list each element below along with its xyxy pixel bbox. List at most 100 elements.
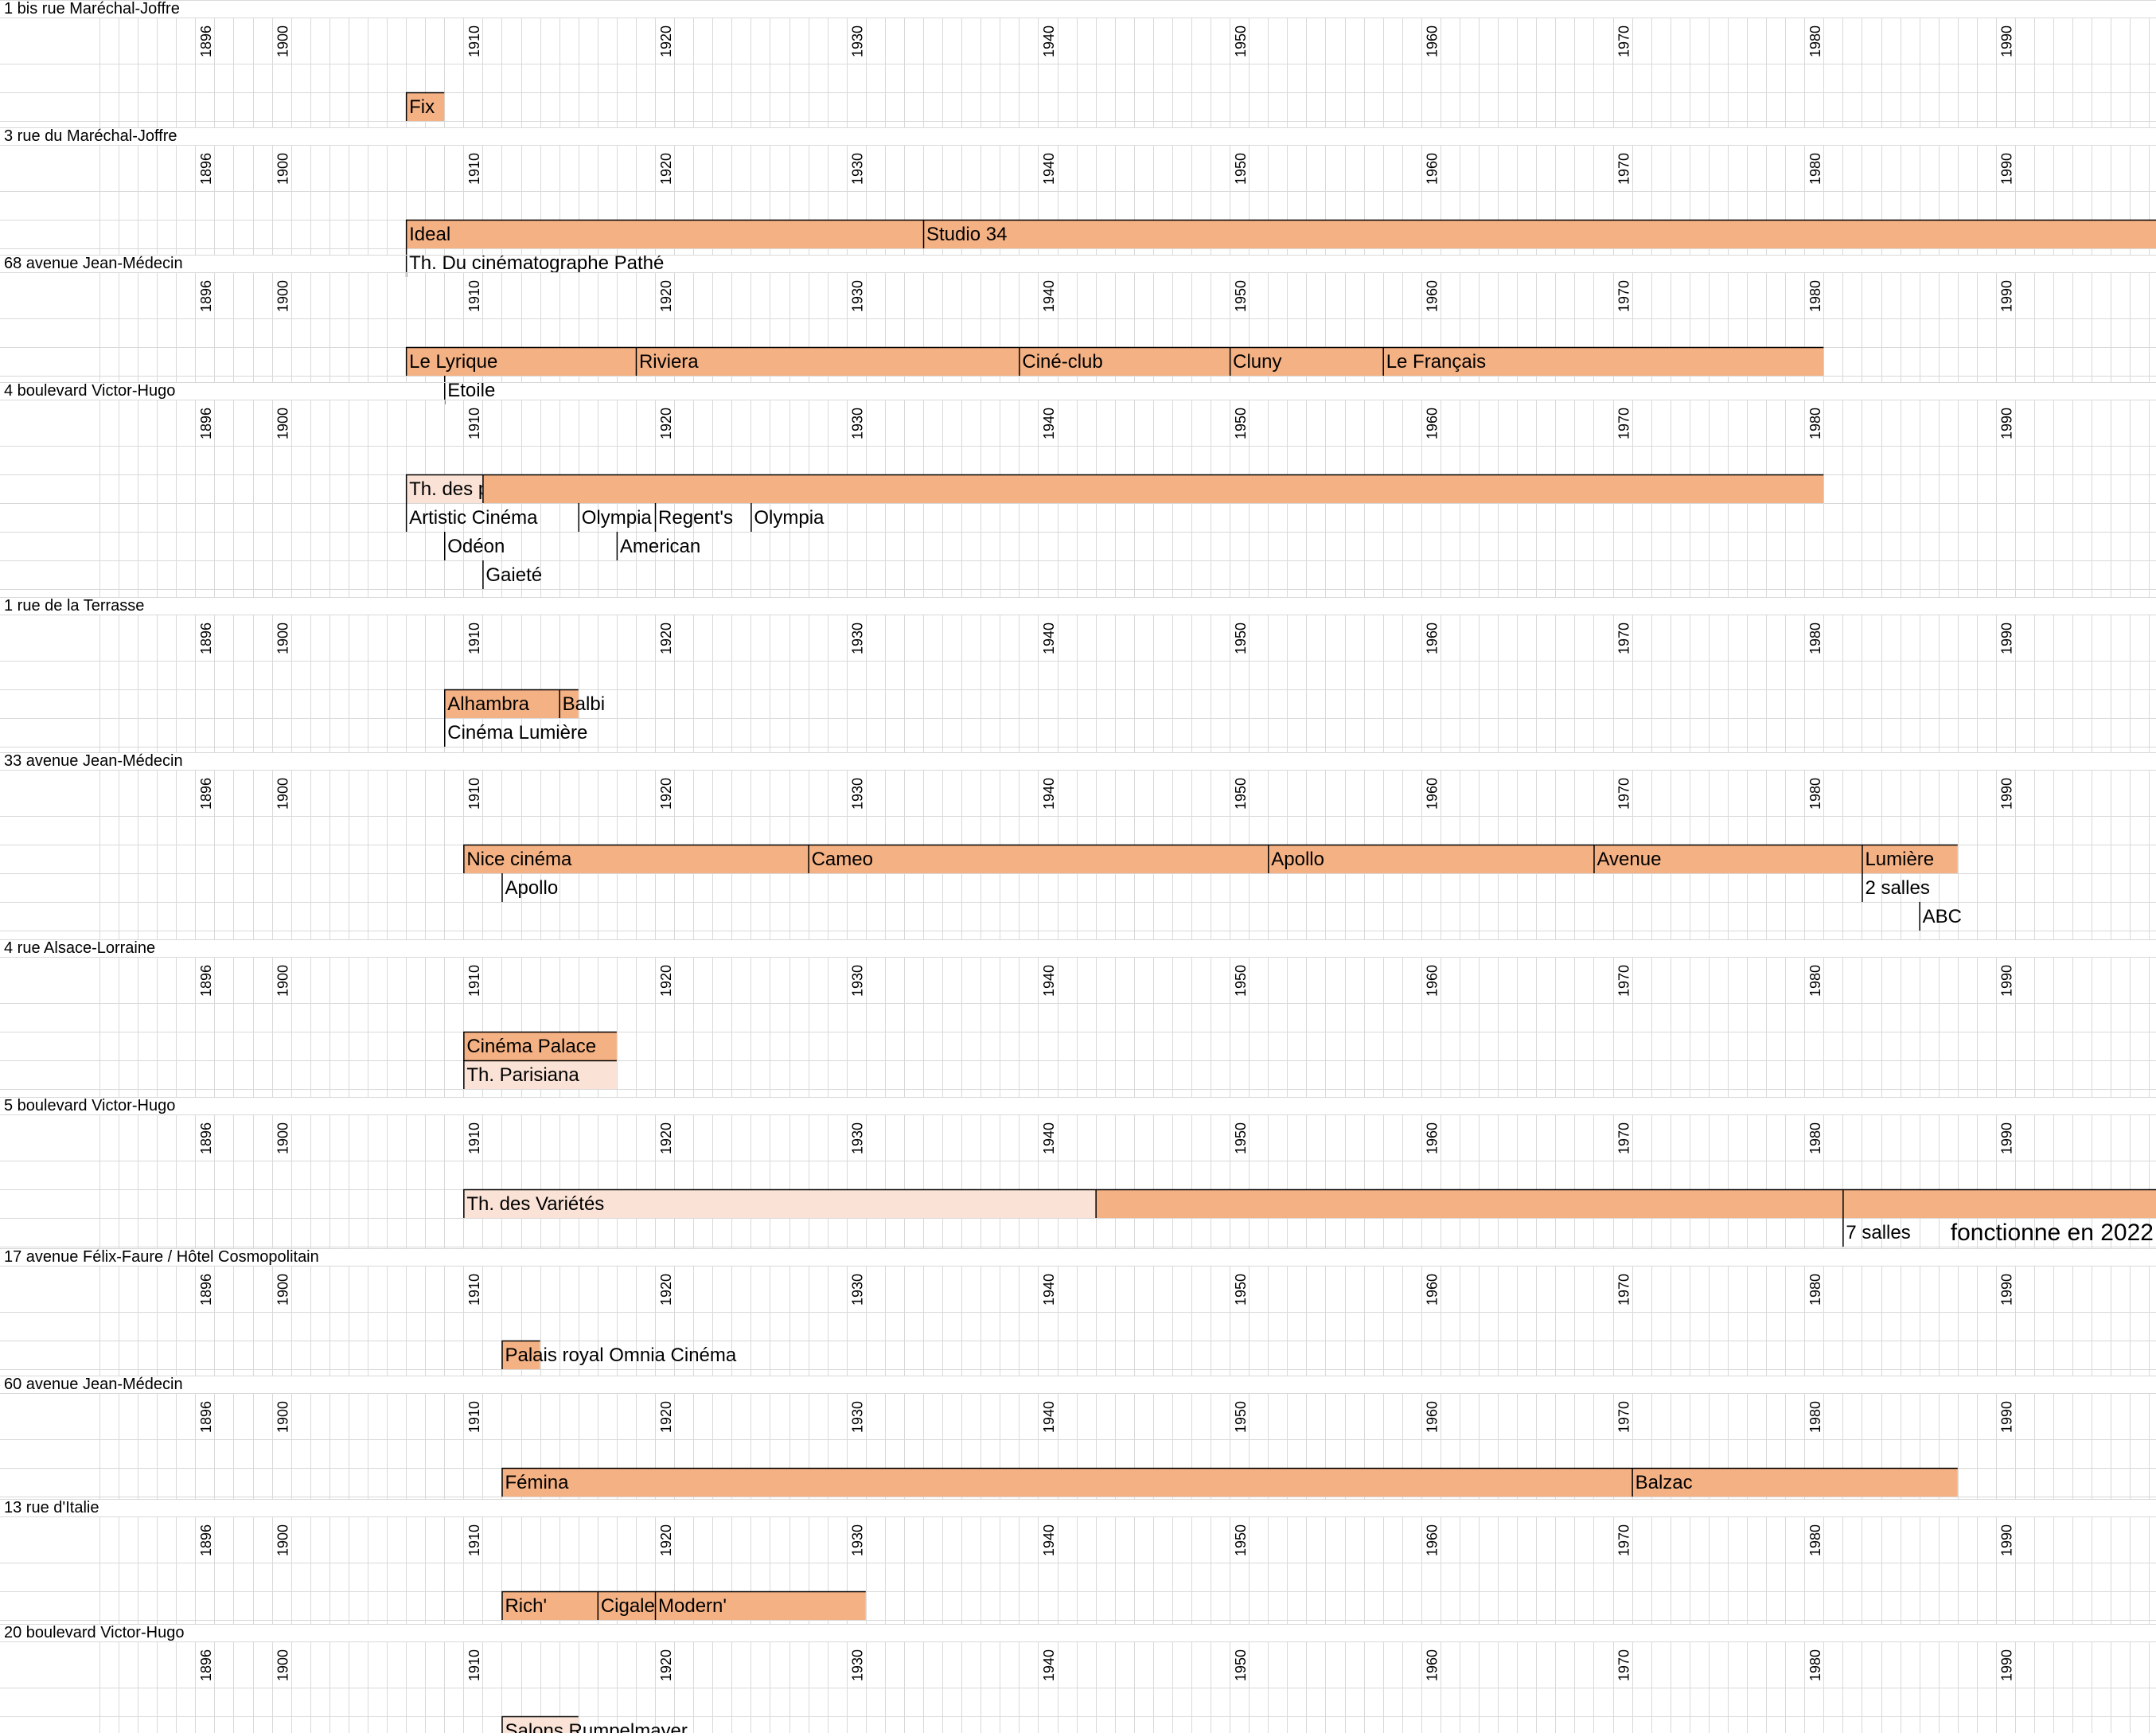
section-title: 68 avenue Jean-Médecin [4,255,183,272]
year-tick-label: 1960 [1425,778,1441,810]
bar-label: Cigale [601,1595,655,1617]
year-tick-label: 1980 [1807,1649,1823,1681]
timeline-bar [1593,845,1862,873]
timeline-bar [1268,845,1594,873]
timeline-bar [406,92,445,121]
year-tick-label: 1940 [1041,280,1057,312]
timeline-bar [501,1716,579,1733]
timeline-bar [1095,1189,1843,1218]
bar-label: Le Lyrique [409,351,497,373]
year-tick-label: 1900 [275,1524,290,1556]
bar-label: Alhambra [447,693,529,715]
year-tick-label: 1920 [658,778,674,810]
timeline-bar [1862,845,1958,873]
year-tick-label: 1930 [849,965,865,997]
year-tick-label: 1900 [275,623,290,654]
year-tick-label: 1970 [1616,623,1632,654]
bar-label: Cameo [812,849,873,870]
year-tick-label: 1930 [849,1274,865,1306]
year-tick-label: 1910 [466,280,482,312]
year-tick-label: 1940 [1041,965,1057,997]
year-tick-label: 1960 [1425,1649,1441,1681]
year-tick-label: 1896 [198,153,214,185]
year-tick-label: 1970 [1616,153,1632,185]
year-tick-label: 1896 [198,280,214,312]
year-tick-label: 1920 [658,1122,674,1154]
year-tick-label: 1900 [275,1649,290,1681]
year-tick-label: 1900 [275,1122,290,1154]
year-tick-label: 1950 [1233,623,1249,654]
year-tick-label: 1940 [1041,1274,1057,1306]
year-tick-label: 1930 [849,1401,865,1433]
year-tick-label: 1940 [1041,408,1057,439]
year-tick-label: 1910 [466,408,482,439]
bar-label: Th. Du cinématographe Pathé [409,252,664,274]
year-tick-label: 1960 [1425,408,1441,439]
year-tick-label: 1910 [466,965,482,997]
bar-label: Artistic Cinéma [409,507,538,529]
year-tick-label: 1990 [1999,25,2015,57]
timeline-bar [406,347,636,376]
year-tick-label: 1896 [198,25,214,57]
year-tick-label: 1960 [1425,153,1441,185]
timeline-bar [482,474,1824,503]
year-tick-label: 1896 [198,1274,214,1306]
year-tick-label: 1950 [1233,153,1249,185]
year-tick-label: 1896 [198,1122,214,1154]
year-tick-label: 1980 [1807,1524,1823,1556]
year-tick-label: 1980 [1807,408,1823,439]
year-tick-label: 1970 [1616,1524,1632,1556]
bar-label: Th. Parisiana [466,1064,579,1086]
year-tick-label: 1970 [1616,1274,1632,1306]
bar-label: Lumière [1865,849,1934,870]
timeline-bar [463,845,809,873]
bar-label: Avenue [1597,849,1661,870]
bar-label: Balzac [1636,1472,1693,1493]
year-tick-label: 1990 [1999,153,2015,185]
year-tick-label: 1970 [1616,778,1632,810]
year-tick-label: 1990 [1999,965,2015,997]
timeline-bar [559,689,579,718]
year-tick-label: 1950 [1233,1122,1249,1154]
bar-label: Cinéma Lumière [447,722,587,744]
bar-label: Palais royal Omnia Cinéma [505,1345,736,1366]
year-tick-label: 1920 [658,153,674,185]
year-tick-label: 1970 [1616,408,1632,439]
year-tick-label: 1980 [1807,25,1823,57]
bar-label: American [620,536,700,557]
year-tick-label: 1940 [1041,1122,1057,1154]
year-tick-label: 1896 [198,965,214,997]
year-tick-label: 1910 [466,25,482,57]
year-tick-label: 1930 [849,280,865,312]
bar-label: Nice cinéma [466,849,572,870]
year-tick-label: 1930 [849,408,865,439]
year-tick-label: 1970 [1616,1649,1632,1681]
bar-label: Cinéma Palace [466,1036,596,1057]
year-tick-label: 1896 [198,1401,214,1433]
bar-label: Gaieté [485,564,542,586]
timeline-bar [1842,1189,2156,1218]
year-tick-label: 1950 [1233,778,1249,810]
year-tick-label: 1920 [658,280,674,312]
year-tick-label: 1980 [1807,1401,1823,1433]
timeline-bar [1230,347,1383,376]
year-tick-label: 1960 [1425,1401,1441,1433]
section-title: 17 avenue Félix-Faure / Hôtel Cosmopolit… [4,1248,319,1266]
timeline-bar [1019,347,1230,376]
section-title: 4 boulevard Victor-Hugo [4,382,175,400]
bar-label: Olympia [582,507,653,529]
year-tick-label: 1920 [658,1401,674,1433]
year-tick-label: 1930 [849,1649,865,1681]
bar-label: Riviera [639,351,699,373]
bar-label: Fémina [505,1472,569,1493]
year-tick-label: 1940 [1041,1401,1057,1433]
year-tick-label: 1980 [1807,778,1823,810]
year-tick-label: 1940 [1041,1649,1057,1681]
bar-label: Ideal [409,224,450,245]
bar-label: Salons Rumpelmayer [505,1720,687,1733]
bar-label: Fix [409,96,435,118]
timeline-bar [597,1591,656,1620]
bar-label: Olympia [754,507,825,529]
year-tick-label: 1970 [1616,965,1632,997]
year-tick-label: 1930 [849,25,865,57]
